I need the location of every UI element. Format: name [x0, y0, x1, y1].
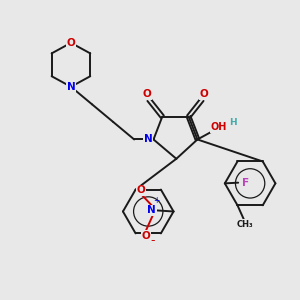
Text: -: - [150, 234, 155, 247]
Text: CH₃: CH₃ [237, 220, 253, 229]
Text: OH: OH [210, 122, 227, 132]
Text: O: O [200, 89, 208, 100]
Text: H: H [230, 118, 237, 127]
Text: N: N [67, 82, 75, 92]
Text: O: O [143, 89, 152, 100]
Text: N: N [147, 206, 156, 215]
Text: +: + [154, 196, 160, 206]
Text: F: F [242, 178, 249, 188]
Text: N: N [144, 134, 153, 145]
Text: O: O [137, 185, 146, 195]
Text: O: O [67, 38, 75, 48]
Text: O: O [142, 231, 151, 241]
